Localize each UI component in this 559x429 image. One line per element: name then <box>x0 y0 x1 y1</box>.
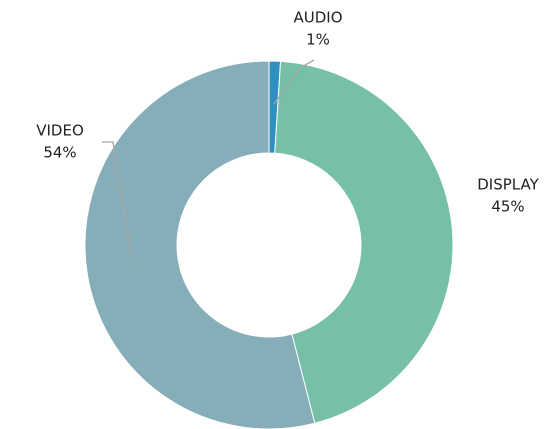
leader-line <box>102 141 133 263</box>
leader-line <box>273 59 315 105</box>
category-label: DISPLAY <box>477 176 539 194</box>
donut-segment <box>84 60 316 429</box>
donut-segment <box>274 60 454 424</box>
value-label: 1% <box>306 31 330 49</box>
category-label: VIDEO <box>36 122 84 140</box>
value-label: 54% <box>43 144 76 162</box>
value-label: 45% <box>491 198 524 216</box>
category-label: AUDIO <box>293 9 342 27</box>
